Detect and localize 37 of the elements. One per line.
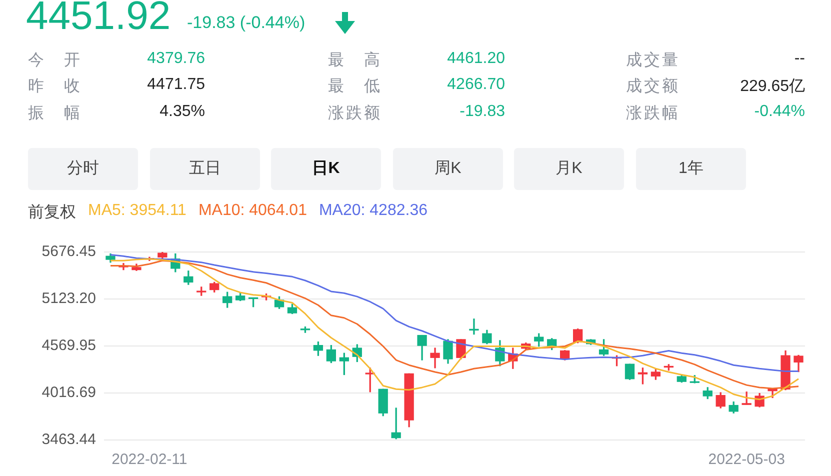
x-tick-label: 2022-02-11: [112, 451, 188, 468]
text: 今开: [28, 51, 80, 71]
text: MA10: 4064.01: [198, 202, 307, 221]
chart-title: 4451.92: [26, 0, 171, 39]
x-tick-label: 2022-05-03: [708, 451, 785, 468]
text: -19.83: [460, 103, 505, 120]
text: 最低: [328, 77, 380, 97]
text: 229.65亿: [740, 78, 805, 95]
y-tick-label: 5123.20: [42, 290, 96, 308]
text: 4461.20: [447, 50, 505, 67]
text: MA20: 4282.36: [318, 202, 428, 221]
y-tick-label: 3463.44: [42, 431, 96, 448]
y-tick-label: 5676.45: [42, 243, 96, 260]
text: 分时: [28, 148, 138, 190]
text: 周K: [393, 148, 503, 190]
text: 五日: [150, 148, 260, 190]
y-tick-label: 4569.95: [42, 337, 96, 354]
text: 涨跌额: [328, 104, 380, 124]
legend-title: 前复权: [28, 203, 76, 223]
text: 4471.75: [147, 76, 205, 93]
chart-subtitle: -19.83 (-0.44%): [187, 13, 306, 33]
text: 4.35%: [160, 103, 205, 120]
text: 最高: [328, 50, 380, 71]
text: MA5: 3954.11: [88, 202, 186, 221]
text: 成交额: [626, 76, 678, 97]
text: 昨收: [28, 77, 80, 97]
text: 成交量: [626, 50, 678, 71]
text: 月K: [514, 148, 624, 190]
text: 涨跌幅: [626, 104, 678, 124]
text: 日K: [271, 148, 381, 190]
y-tick-label: 4016.69: [42, 384, 96, 402]
text: -0.44%: [754, 103, 805, 120]
text: 4379.76: [147, 50, 205, 67]
text: 振幅: [28, 104, 80, 124]
text: 1年: [636, 148, 746, 190]
text: --: [794, 50, 805, 67]
text: 4266.70: [447, 76, 505, 93]
